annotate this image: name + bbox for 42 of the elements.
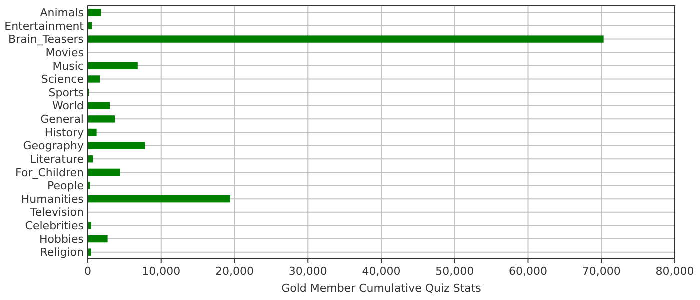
y-tick-label: Celebrities xyxy=(25,220,84,233)
bar xyxy=(88,235,108,243)
bar xyxy=(88,222,92,230)
x-tick-label: 70,000 xyxy=(582,265,621,278)
bar xyxy=(88,168,120,176)
bar xyxy=(88,116,116,123)
y-tick-label: Science xyxy=(41,73,84,86)
y-tick-label: Literature xyxy=(30,152,84,166)
bar xyxy=(88,36,604,43)
y-tick-label: World xyxy=(52,100,84,113)
bar xyxy=(88,128,97,136)
y-tick-label: For_Children xyxy=(16,166,84,180)
bar xyxy=(88,9,102,16)
bar xyxy=(88,76,100,83)
bar xyxy=(88,248,92,256)
x-tick-label: 10,000 xyxy=(142,265,181,278)
y-tick-label: Animals xyxy=(40,6,84,20)
bar xyxy=(88,62,138,70)
y-tick-label: Entertainment xyxy=(4,20,85,33)
y-tick-label: Television xyxy=(30,206,84,220)
bar xyxy=(88,195,230,203)
x-tick-label: 80,000 xyxy=(656,265,694,278)
x-tick-label: 20,000 xyxy=(216,265,254,278)
x-tick-label: 60,000 xyxy=(509,265,548,278)
y-tick-label: Sports xyxy=(48,86,84,100)
bar xyxy=(88,142,146,150)
y-tick-label: Brain_Teasers xyxy=(8,33,84,46)
y-tick-label: Humanities xyxy=(21,192,84,206)
y-tick-label: Movies xyxy=(46,46,84,60)
y-tick-label: Geography xyxy=(23,140,84,153)
x-tick-label: 50,000 xyxy=(436,265,474,278)
y-tick-label: Music xyxy=(52,60,84,73)
y-tick-label: Religion xyxy=(40,246,84,260)
bar xyxy=(88,102,110,110)
y-tick-label: Hobbies xyxy=(39,232,84,246)
y-tick-label: People xyxy=(47,180,84,193)
x-tick-label: 0 xyxy=(84,265,92,278)
x-tick-label: 30,000 xyxy=(288,265,328,278)
y-tick-label: History xyxy=(44,126,84,140)
y-tick-label: General xyxy=(40,113,84,126)
x-tick-label: 40,000 xyxy=(362,265,401,278)
x-axis-title: Gold Member Cumulative Quiz Stats xyxy=(282,282,482,295)
